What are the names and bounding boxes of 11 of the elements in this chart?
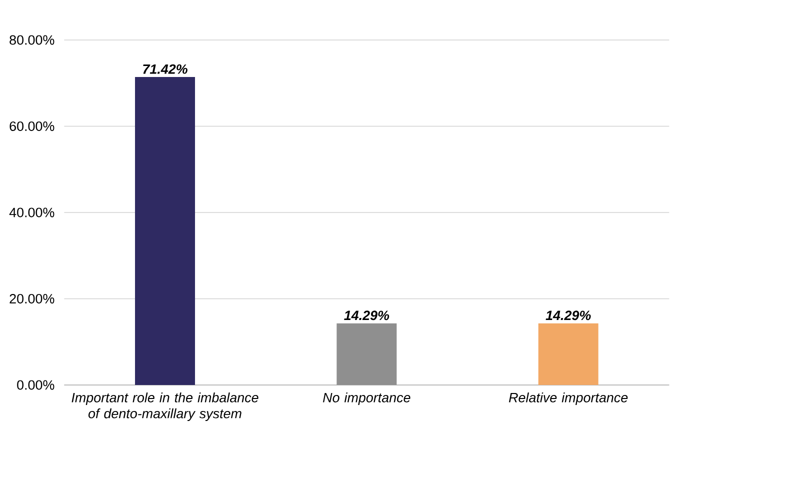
x-tick-label: Relative importance [508,392,628,406]
y-tick-label: 80.00% [10,35,54,45]
x-tick-label: No importance [322,392,410,406]
data-label: 71.42% [143,64,188,74]
y-tick-label: 20.00% [10,294,54,304]
y-tick-label: 60.00% [10,121,54,131]
y-tick-label: 40.00% [9,208,54,218]
x-tick-label: Important role in the imbalance of dento-maxillary system [72,392,258,421]
data-label: 14.29% [546,310,591,320]
y-tick-label: 0.00% [17,380,54,390]
data-label: 14.29% [344,310,390,320]
